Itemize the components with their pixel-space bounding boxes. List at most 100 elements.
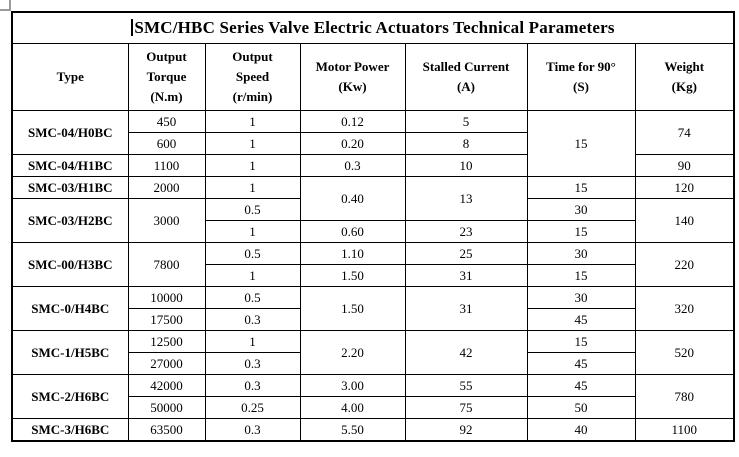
cell-weight[interactable]: 140 (634, 198, 735, 243)
cell-torque[interactable]: 17500 (127, 308, 206, 331)
cell-current[interactable]: 5 (404, 110, 528, 133)
cell-type[interactable]: SMC-1/H5BC (11, 330, 129, 375)
header-weight[interactable]: Weight (Kg) (634, 43, 735, 111)
cell-speed[interactable]: 0.3 (204, 308, 301, 331)
cell-torque[interactable]: 27000 (127, 352, 206, 375)
cell-speed[interactable]: 0.5 (204, 286, 301, 309)
cell-time[interactable]: 50 (526, 396, 636, 419)
cell-current[interactable]: 75 (404, 396, 528, 419)
cell-speed[interactable]: 0.25 (204, 396, 301, 419)
cell-current[interactable]: 92 (404, 418, 528, 442)
cell-weight[interactable]: 74 (634, 110, 735, 155)
header-output-speed[interactable]: Output Speed (r/min) (204, 43, 301, 111)
header-motor-power[interactable]: Motor Power (Kw) (299, 43, 406, 111)
cell-torque[interactable]: 63500 (127, 418, 206, 442)
cell-time[interactable]: 30 (526, 198, 636, 221)
cell-torque[interactable]: 3000 (127, 198, 206, 243)
cell-time[interactable]: 45 (526, 352, 636, 375)
cell-time[interactable]: 45 (526, 374, 636, 397)
cell-current[interactable]: 31 (404, 264, 528, 287)
cell-torque[interactable]: 1100 (127, 154, 206, 177)
cell-weight[interactable]: 220 (634, 242, 735, 287)
cell-weight[interactable]: 120 (634, 176, 735, 199)
cell-type[interactable]: SMC-00/H3BC (11, 242, 129, 287)
cell-time[interactable]: 45 (526, 308, 636, 331)
cell-type[interactable]: SMC-2/H6BC (11, 374, 129, 419)
cell-torque[interactable]: 7800 (127, 242, 206, 287)
table-corner-handle-icon (0, 0, 11, 11)
cell-current[interactable]: 23 (404, 220, 528, 243)
cell-torque[interactable]: 450 (127, 110, 206, 133)
cell-speed[interactable]: 0.3 (204, 352, 301, 375)
cell-power[interactable]: 1.50 (299, 264, 406, 287)
cell-power[interactable]: 0.12 (299, 110, 406, 133)
cell-weight[interactable]: 320 (634, 286, 735, 331)
cell-weight[interactable]: 90 (634, 154, 735, 177)
cell-current[interactable]: 31 (404, 286, 528, 331)
header-output-torque[interactable]: Output Torque (N.m) (127, 43, 206, 111)
header-time-for-90[interactable]: Time for 90° (S) (526, 43, 636, 111)
cell-speed[interactable]: 1 (204, 264, 301, 287)
cell-power[interactable]: 5.50 (299, 418, 406, 442)
cell-speed[interactable]: 0.5 (204, 242, 301, 265)
table-title-cell[interactable]: SMC/HBC Series Valve Electric Actuators … (11, 11, 735, 44)
cell-current[interactable]: 13 (404, 176, 528, 221)
table-row: SMC-3/H6BC 63500 0.3 5.50 92 40 1100 (11, 418, 735, 442)
cell-power[interactable]: 4.00 (299, 396, 406, 419)
cell-power[interactable]: 0.40 (299, 176, 406, 221)
cell-torque[interactable]: 12500 (127, 330, 206, 353)
cell-time[interactable]: 15 (526, 220, 636, 243)
cell-time[interactable]: 30 (526, 242, 636, 265)
cell-weight[interactable]: 780 (634, 374, 735, 419)
cell-type[interactable]: SMC-03/H1BC (11, 176, 129, 199)
cell-torque[interactable]: 2000 (127, 176, 206, 199)
cell-current[interactable]: 8 (404, 132, 528, 155)
cell-power[interactable]: 0.3 (299, 154, 406, 177)
cell-speed[interactable]: 1 (204, 220, 301, 243)
cell-power[interactable]: 2.20 (299, 330, 406, 375)
table-title: SMC/HBC Series Valve Electric Actuators … (134, 18, 615, 37)
cell-speed[interactable]: 1 (204, 330, 301, 353)
cell-torque[interactable]: 50000 (127, 396, 206, 419)
cell-current[interactable]: 42 (404, 330, 528, 375)
cell-current[interactable]: 25 (404, 242, 528, 265)
cell-current[interactable]: 55 (404, 374, 528, 397)
cell-power[interactable]: 1.50 (299, 286, 406, 331)
cell-type[interactable]: SMC-03/H2BC (11, 198, 129, 243)
cell-torque[interactable]: 42000 (127, 374, 206, 397)
cell-speed[interactable]: 1 (204, 132, 301, 155)
cell-time[interactable]: 15 (526, 264, 636, 287)
cell-speed[interactable]: 1 (204, 154, 301, 177)
header-row: Type Output Torque (N.m) Output Speed (r… (11, 43, 735, 111)
header-stalled-current[interactable]: Stalled Current (A) (404, 43, 528, 111)
cell-type[interactable]: SMC-04/H0BC (11, 110, 129, 155)
cell-torque[interactable]: 600 (127, 132, 206, 155)
table-row: 1 1.50 31 15 (12, 264, 734, 287)
cell-time[interactable]: 40 (526, 418, 636, 442)
cell-weight[interactable]: 1100 (634, 418, 735, 442)
header-type[interactable]: Type (11, 43, 129, 111)
cell-power[interactable]: 0.60 (299, 220, 406, 243)
cell-torque[interactable]: 10000 (127, 286, 206, 309)
table-row: SMC-03/H1BC 2000 1 0.40 13 15 120 (11, 176, 735, 221)
cell-time[interactable]: 15 (526, 110, 636, 177)
cell-current[interactable]: 10 (404, 154, 528, 177)
cell-speed[interactable]: 1 (204, 176, 301, 199)
cell-type[interactable]: SMC-04/H1BC (11, 154, 129, 177)
cell-weight[interactable]: 520 (634, 330, 735, 375)
cell-type[interactable]: SMC-0/H4BC (11, 286, 129, 331)
cell-speed[interactable]: 1 (204, 110, 301, 133)
table-row: SMC-2/H6BC 42000 0.3 3.00 55 45 780 (11, 374, 735, 419)
cell-power[interactable]: 0.20 (299, 132, 406, 155)
cell-power[interactable]: 3.00 (299, 374, 406, 397)
cell-type[interactable]: SMC-3/H6BC (11, 418, 129, 442)
cell-speed[interactable]: 0.3 (204, 418, 301, 442)
table-row: SMC-0/H4BC 10000 0.5 1.50 31 30 320 (11, 286, 735, 331)
cell-time[interactable]: 30 (526, 286, 636, 309)
cell-power[interactable]: 1.10 (299, 242, 406, 265)
cell-speed[interactable]: 0.3 (204, 374, 301, 397)
cell-time[interactable]: 15 (526, 330, 636, 353)
cell-time[interactable]: 15 (526, 176, 636, 199)
table-row: 50000 0.25 4.00 75 50 (12, 396, 734, 419)
cell-speed[interactable]: 0.5 (204, 198, 301, 221)
